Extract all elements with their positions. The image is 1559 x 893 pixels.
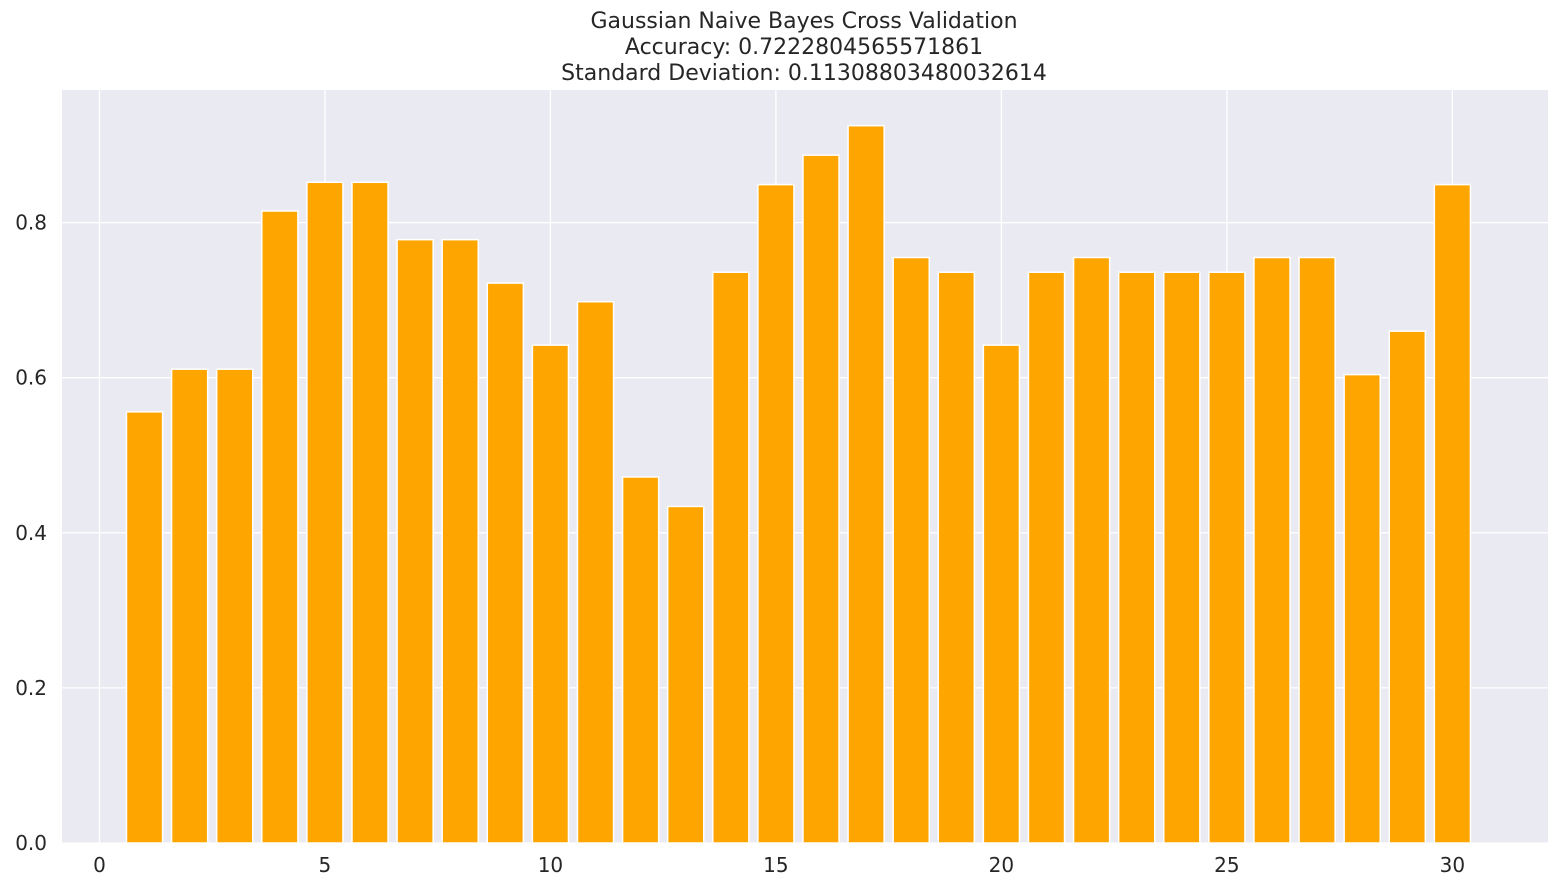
chart-title: Gaussian Naive Bayes Cross Validation Ac…: [561, 9, 1047, 86]
x-tick-label: 20: [989, 853, 1014, 877]
bar: [1072, 256, 1111, 844]
bar: [757, 183, 795, 844]
title-line-2: Accuracy: 0.7222804565571861: [625, 35, 983, 60]
bar: [215, 368, 254, 844]
bar: [1027, 271, 1066, 844]
bar: [396, 238, 434, 844]
bar: [531, 344, 570, 844]
bar: [1298, 256, 1336, 844]
bar: [576, 300, 615, 844]
bar: [441, 238, 480, 844]
y-tick-label: 0.0: [15, 831, 47, 855]
bar: [125, 411, 164, 844]
bar: [1388, 330, 1427, 844]
bar: [1343, 373, 1381, 844]
y-axis-ticks: 0.0 0.2 0.4 0.6 0.8: [15, 211, 47, 855]
bar: [621, 476, 660, 844]
bar: [1208, 271, 1246, 844]
bar: [1433, 183, 1472, 844]
bar: [1163, 271, 1201, 844]
x-tick-label: 15: [763, 853, 788, 877]
bar: [351, 181, 389, 844]
x-tick-label: 30: [1440, 853, 1465, 877]
y-tick-label: 0.2: [15, 676, 47, 700]
y-tick-label: 0.4: [15, 521, 47, 545]
bar: [170, 368, 209, 844]
x-tick-label: 0: [93, 853, 106, 877]
bar: [486, 282, 525, 844]
bar: [802, 154, 840, 844]
bar: [1117, 271, 1156, 844]
bar: [892, 256, 930, 844]
bar: [937, 271, 976, 844]
bar: [261, 210, 299, 844]
x-tick-label: 5: [319, 853, 332, 877]
bar: [1253, 256, 1291, 844]
y-tick-label: 0.8: [15, 211, 47, 235]
bar: [847, 124, 885, 844]
y-tick-label: 0.6: [15, 366, 47, 390]
bar: [306, 181, 344, 844]
title-line-1: Gaussian Naive Bayes Cross Validation: [590, 9, 1017, 34]
title-line-3: Standard Deviation: 0.11308803480032614: [561, 61, 1047, 86]
bar: [666, 505, 705, 844]
bar: [712, 271, 750, 844]
bars: [125, 124, 1472, 844]
bar: [982, 344, 1021, 844]
x-axis-ticks: 0 5 10 15 20 25 30: [93, 853, 1465, 877]
x-tick-label: 10: [538, 853, 563, 877]
x-tick-label: 25: [1214, 853, 1239, 877]
